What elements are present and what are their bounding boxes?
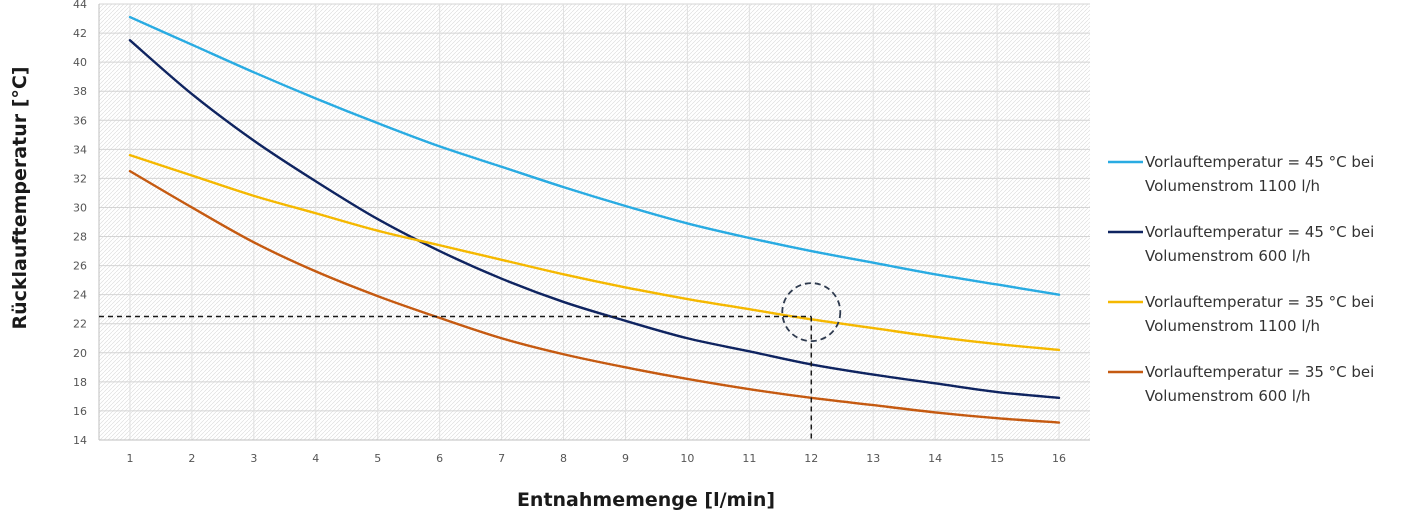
y-tick-label: 40 [73, 56, 87, 69]
legend: Vorlauftemperatur = 45 °C bei Volumenstro… [1108, 153, 1374, 405]
x-tick-label: 12 [804, 452, 818, 465]
x-tick-label: 5 [374, 452, 381, 465]
x-tick-label: 14 [928, 452, 942, 465]
y-tick-label: 18 [73, 376, 87, 389]
x-tick-label: 7 [498, 452, 505, 465]
x-tick-label: 15 [990, 452, 1004, 465]
series-line-1 [128, 15, 1061, 296]
y-tick-label: 20 [73, 347, 87, 360]
legend-label-line2-4: Volumenstrom 600 l/h [1145, 387, 1311, 405]
legend-label-line1-2: Vorlauftemperatur = 45 °C bei [1145, 223, 1374, 241]
y-tick-label: 26 [73, 260, 87, 273]
gridlines [99, 3, 1090, 440]
legend-label-line2-1: Volumenstrom 1100 l/h [1145, 177, 1320, 195]
x-axis-title: Entnahmemenge [l/min] [517, 489, 775, 511]
y-tick-label: 14 [73, 434, 87, 447]
x-tick-label: 16 [1052, 452, 1066, 465]
x-tick-label: 13 [866, 452, 880, 465]
highlight-circle [781, 282, 842, 343]
y-tick-label: 28 [73, 231, 87, 244]
legend-label-line2-3: Volumenstrom 1100 l/h [1145, 317, 1320, 335]
series-line-3 [128, 153, 1061, 352]
y-tick-label: 22 [73, 318, 87, 331]
series-lines [128, 15, 1061, 424]
legend-label-line1-3: Vorlauftemperatur = 35 °C bei [1145, 293, 1374, 311]
series-line-4 [128, 169, 1061, 424]
y-tick-label: 32 [73, 172, 87, 185]
legend-label-line2-2: Volumenstrom 600 l/h [1145, 247, 1311, 265]
x-tick-label: 2 [188, 452, 195, 465]
x-tick-label: 6 [436, 452, 443, 465]
x-tick-label: 10 [680, 452, 694, 465]
annotation [99, 282, 842, 440]
legend-label-line1-1: Vorlauftemperatur = 45 °C bei [1145, 153, 1374, 171]
legend-label-line1-4: Vorlauftemperatur = 35 °C bei [1145, 363, 1374, 381]
y-tick-label: 42 [73, 27, 87, 40]
y-axis-title: Rücklauftemperatur [°C] [9, 66, 31, 329]
y-tick-label: 36 [73, 114, 87, 127]
x-tick-label: 3 [250, 452, 257, 465]
x-tick-label: 4 [312, 452, 319, 465]
series-line-2 [128, 39, 1061, 400]
y-tick-label: 34 [73, 143, 87, 156]
y-tick-label: 44 [73, 0, 87, 11]
y-tick-label: 30 [73, 201, 87, 214]
x-tick-label: 8 [560, 452, 567, 465]
y-tick-label: 16 [73, 405, 87, 418]
y-tick-label: 38 [73, 85, 87, 98]
x-tick-label: 9 [622, 452, 629, 465]
y-tick-label: 24 [73, 289, 87, 302]
x-tick-label: 1 [126, 452, 133, 465]
x-tick-label: 11 [742, 452, 756, 465]
